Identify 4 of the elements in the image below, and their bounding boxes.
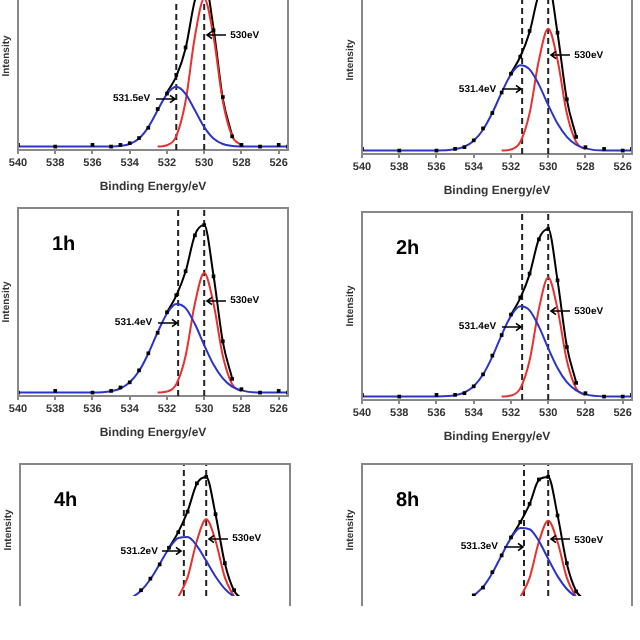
chart-title: 2h: [396, 237, 420, 260]
chart-title: 1h: [52, 233, 76, 256]
text: 4h: [54, 489, 78, 512]
text: 8h: [396, 489, 420, 512]
